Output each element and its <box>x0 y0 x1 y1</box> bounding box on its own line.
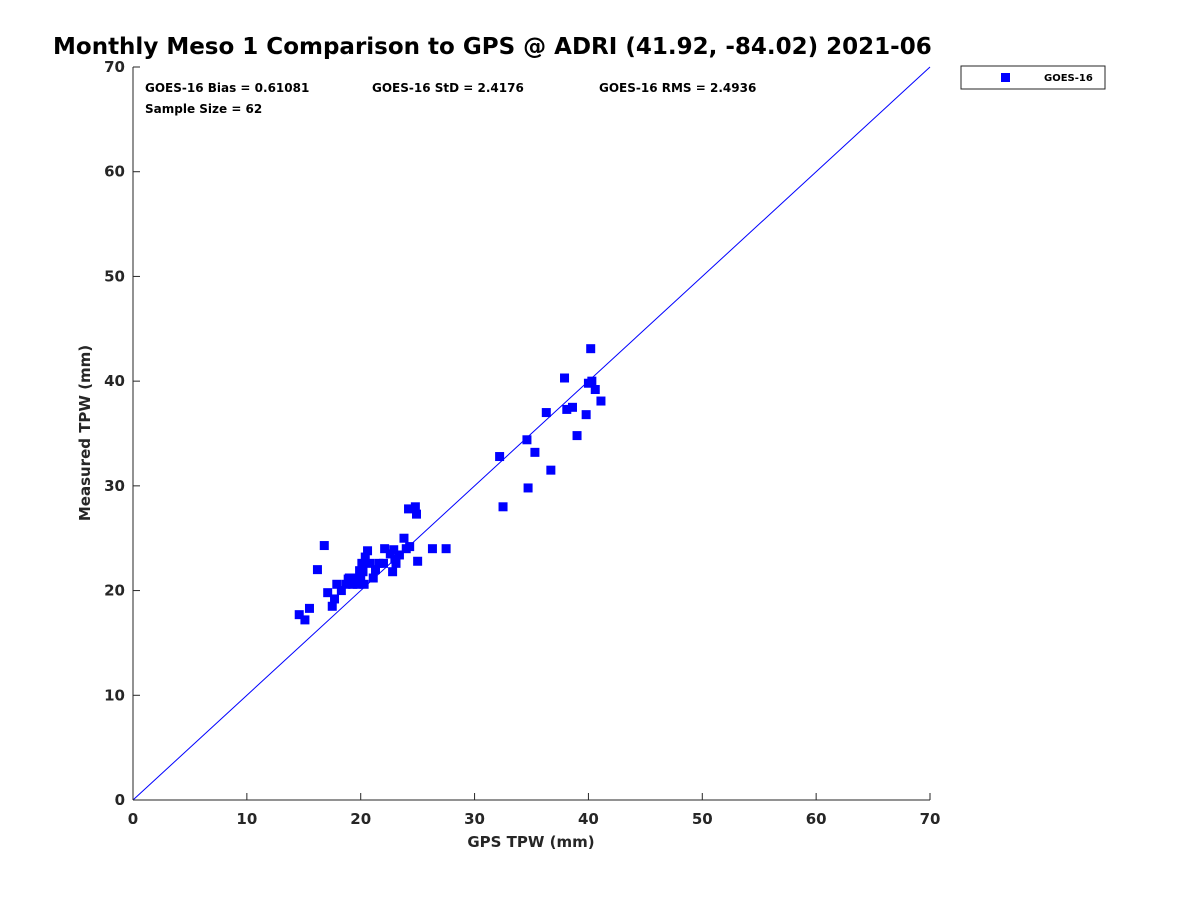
one-to-one-line <box>132 66 931 801</box>
x-axis-ticks: 0 10 20 30 40 50 60 70 <box>128 793 941 828</box>
data-point <box>413 556 423 566</box>
data-point <box>380 544 390 554</box>
x-tick-label: 20 <box>350 810 371 828</box>
data-point <box>404 504 414 514</box>
x-tick-label: 50 <box>692 810 713 828</box>
data-point <box>546 465 556 475</box>
data-point <box>587 376 597 386</box>
data-point <box>294 610 304 620</box>
data-point <box>530 447 540 457</box>
data-point <box>359 579 369 589</box>
data-point <box>332 579 342 589</box>
y-tick-label: 60 <box>104 163 125 181</box>
data-point <box>586 344 596 354</box>
data-point <box>374 558 384 568</box>
data-point <box>300 615 310 625</box>
data-point <box>327 601 337 611</box>
y-axis-ticks: 0 10 20 30 40 50 60 70 <box>104 58 140 809</box>
data-point <box>590 385 600 395</box>
legend-box <box>960 65 1106 90</box>
data-point <box>349 576 359 586</box>
data-point <box>357 558 367 568</box>
y-tick-label: 0 <box>115 791 125 809</box>
stat-bias: GOES-16 Bias = 0.61081 <box>145 81 309 95</box>
legend: GOES-16 <box>960 65 1106 90</box>
data-point <box>560 373 570 383</box>
legend-marker <box>1001 73 1010 82</box>
y-tick-label: 30 <box>104 477 125 495</box>
x-tick-label: 0 <box>128 810 138 828</box>
data-point <box>368 573 378 583</box>
data-point <box>562 404 572 414</box>
data-point <box>394 550 404 560</box>
data-point <box>541 408 551 418</box>
stat-std: GOES-16 StD = 2.4176 <box>372 81 524 95</box>
data-point <box>405 542 415 552</box>
data-point <box>304 603 314 613</box>
data-point <box>378 558 388 568</box>
data-points <box>294 344 606 625</box>
chart-title: Monthly Meso 1 Comparison to GPS @ ADRI … <box>53 34 932 60</box>
data-point <box>360 552 370 562</box>
y-tick-label: 50 <box>104 267 125 285</box>
data-point <box>336 586 346 596</box>
data-point <box>312 565 322 575</box>
data-point <box>343 574 353 584</box>
x-tick-label: 40 <box>578 810 599 828</box>
x-tick-label: 10 <box>236 810 257 828</box>
y-tick-label: 10 <box>104 686 125 704</box>
reference-line-group <box>132 66 931 801</box>
plot-area <box>132 67 930 801</box>
data-point <box>330 594 340 604</box>
data-point <box>567 402 577 412</box>
data-point <box>410 502 420 512</box>
data-point <box>371 565 381 575</box>
data-point <box>323 588 333 598</box>
y-tick-label: 40 <box>104 372 125 390</box>
y-axis-label: Measured TPW (mm) <box>76 345 94 521</box>
data-point <box>572 431 582 441</box>
legend-entry-goes16: GOES-16 <box>1044 73 1093 84</box>
data-point <box>365 558 375 568</box>
data-point <box>399 533 409 543</box>
data-point <box>427 544 437 554</box>
data-point <box>363 546 373 556</box>
data-point <box>356 573 366 583</box>
data-point <box>441 544 451 554</box>
y-tick-label: 20 <box>104 582 125 600</box>
data-point <box>319 541 329 551</box>
x-axis-label: GPS TPW (mm) <box>467 833 594 851</box>
data-point <box>341 579 351 589</box>
x-tick-label: 60 <box>806 810 827 828</box>
data-point <box>358 567 368 577</box>
y-tick-label: 70 <box>104 58 125 76</box>
data-point <box>523 483 533 493</box>
stat-sample-size: Sample Size = 62 <box>145 102 262 116</box>
data-point <box>581 410 591 420</box>
data-point <box>522 435 532 445</box>
x-tick-label: 30 <box>464 810 485 828</box>
data-point <box>412 509 422 519</box>
data-point <box>388 567 398 577</box>
x-tick-label: 70 <box>920 810 941 828</box>
stat-rms: GOES-16 RMS = 2.4936 <box>599 81 756 95</box>
data-point <box>498 502 508 512</box>
data-point <box>596 396 606 406</box>
data-point <box>391 558 401 568</box>
data-point <box>389 545 399 555</box>
data-point <box>495 452 505 462</box>
